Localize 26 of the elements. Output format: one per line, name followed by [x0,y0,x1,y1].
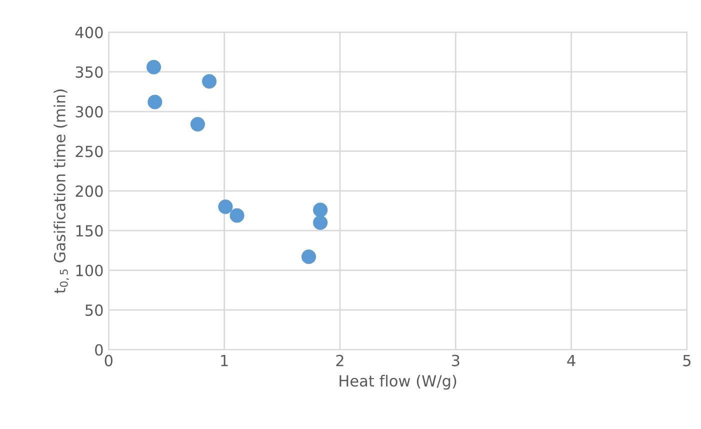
point [313,215,328,230]
x-tick-label: 3 [452,354,460,366]
x-tick-label: 0 [104,354,112,366]
y-tick-label: 300 [76,106,103,118]
point [202,74,217,89]
y-tick-label: 100 [76,264,103,276]
y-tick-label: 50 [86,304,103,316]
point [190,116,205,132]
x-tick-label: 4 [567,354,576,366]
point [146,60,162,74]
y-tick-label: 400 [75,26,103,38]
x-tick-label: 1 [221,354,228,366]
y-tick-label: 150 [76,225,103,237]
y-tick-label: 0 [95,344,103,356]
y-tick-label: 350 [76,66,103,78]
y-tick-label: 250 [76,146,103,158]
point [301,249,316,264]
point [230,208,244,223]
x-tick-label: 2 [336,354,344,366]
point [218,199,233,214]
point [313,202,328,218]
x-tick-label: 5 [683,354,691,366]
y-axis-title: t$_{0,5}$ Gasification time (min) [54,90,70,294]
point [148,94,162,110]
y-tick-label: 200 [76,185,103,197]
x-axis-title: Heat flow (W/g) [340,374,456,390]
